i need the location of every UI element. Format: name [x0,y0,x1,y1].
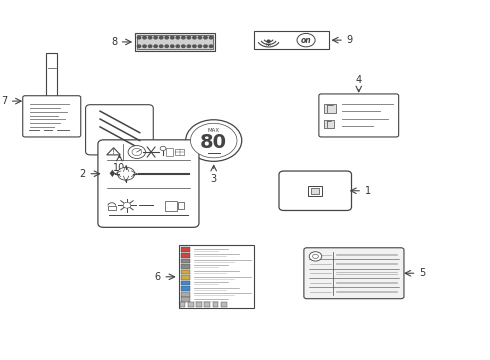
Circle shape [159,45,163,48]
Circle shape [187,45,191,48]
Bar [181,297,190,302]
Circle shape [191,123,237,158]
Circle shape [154,36,157,39]
Bar [167,148,173,156]
Bar [175,149,184,155]
Bar [181,264,190,269]
Circle shape [193,36,196,39]
FancyBboxPatch shape [98,140,199,227]
Bar [181,270,190,274]
Text: MAX: MAX [208,128,220,133]
Text: 2: 2 [79,169,86,179]
FancyBboxPatch shape [279,171,351,211]
Bar [324,104,336,113]
Bar [181,281,190,285]
Circle shape [165,45,169,48]
Circle shape [132,148,142,156]
Text: 5: 5 [419,268,425,278]
Text: 3: 3 [211,174,217,184]
Bar [181,247,190,252]
Circle shape [160,146,166,150]
Circle shape [267,40,270,42]
Circle shape [182,45,185,48]
Circle shape [137,36,141,39]
Bar [180,302,185,307]
Bar [181,292,190,297]
Circle shape [143,45,146,48]
Bar [165,201,177,211]
Bar [324,120,334,128]
Circle shape [118,167,135,180]
Bar [181,286,190,291]
Circle shape [297,33,315,47]
Bar [181,253,190,258]
Circle shape [123,202,131,208]
Bar [213,302,219,307]
Text: ♦: ♦ [107,169,116,179]
Circle shape [198,45,202,48]
Circle shape [143,36,146,39]
Bar [309,186,322,196]
Circle shape [137,45,141,48]
Circle shape [204,36,207,39]
Bar [204,302,210,307]
Bar [196,302,202,307]
FancyBboxPatch shape [304,248,404,299]
Text: NB: NB [266,43,271,47]
Text: 1: 1 [365,186,371,196]
Text: 9: 9 [346,35,353,45]
Bar [47,53,57,98]
FancyBboxPatch shape [86,105,153,155]
Circle shape [209,45,213,48]
Text: 4: 4 [356,75,362,85]
Circle shape [176,36,179,39]
Circle shape [171,45,174,48]
Circle shape [148,45,152,48]
Circle shape [186,120,242,161]
Circle shape [198,36,202,39]
Circle shape [313,254,318,258]
Circle shape [154,45,157,48]
Bar [188,302,194,307]
Bar [254,31,328,49]
Text: 10: 10 [113,163,125,173]
Bar [221,302,227,307]
Bar [311,188,319,194]
Text: on: on [301,36,311,45]
Circle shape [176,45,179,48]
Bar [137,35,213,49]
Text: !: ! [112,149,115,156]
Circle shape [209,36,213,39]
Text: 8: 8 [111,37,117,47]
Bar [135,33,215,50]
Circle shape [165,36,169,39]
Circle shape [187,36,191,39]
Bar [179,246,254,308]
Bar [181,258,190,263]
Circle shape [182,36,185,39]
Circle shape [171,36,174,39]
Circle shape [204,45,207,48]
FancyBboxPatch shape [23,96,81,137]
Text: 7: 7 [1,96,7,106]
Circle shape [159,36,163,39]
Circle shape [128,145,146,158]
Circle shape [309,252,322,261]
FancyBboxPatch shape [319,94,399,137]
Circle shape [148,36,152,39]
Circle shape [193,45,196,48]
Text: 80: 80 [200,133,227,152]
Text: 6: 6 [155,272,161,282]
Bar [177,202,184,209]
Bar [181,275,190,280]
Bar [108,206,116,210]
